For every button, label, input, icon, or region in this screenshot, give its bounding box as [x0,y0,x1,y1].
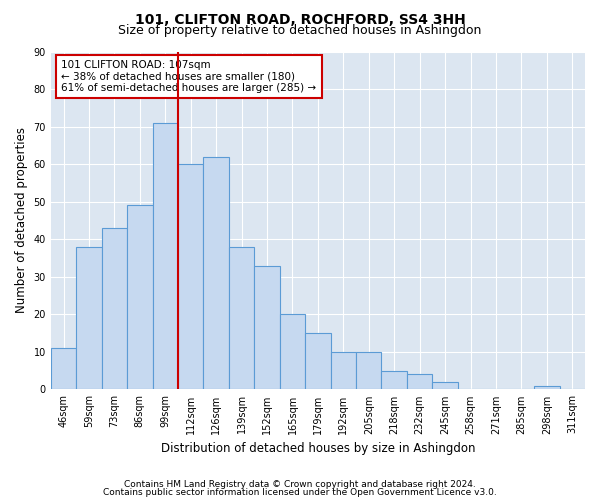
Bar [382,370,407,390]
Bar [407,374,433,390]
Bar [76,246,101,390]
Bar [280,314,305,390]
Text: Size of property relative to detached houses in Ashingdon: Size of property relative to detached ho… [118,24,482,37]
Text: Contains HM Land Registry data © Crown copyright and database right 2024.: Contains HM Land Registry data © Crown c… [124,480,476,489]
Bar [433,382,458,390]
Bar [51,348,76,390]
Bar [534,386,560,390]
Y-axis label: Number of detached properties: Number of detached properties [15,128,28,314]
Bar [254,266,280,390]
Bar [331,352,356,390]
Bar [229,246,254,390]
Bar [356,352,382,390]
Bar [101,228,127,390]
Bar [178,164,203,390]
Text: 101, CLIFTON ROAD, ROCHFORD, SS4 3HH: 101, CLIFTON ROAD, ROCHFORD, SS4 3HH [134,12,466,26]
Bar [203,156,229,390]
Bar [127,206,152,390]
Bar [152,123,178,390]
Text: 101 CLIFTON ROAD: 107sqm
← 38% of detached houses are smaller (180)
61% of semi-: 101 CLIFTON ROAD: 107sqm ← 38% of detach… [61,60,317,93]
Text: Contains public sector information licensed under the Open Government Licence v3: Contains public sector information licen… [103,488,497,497]
X-axis label: Distribution of detached houses by size in Ashingdon: Distribution of detached houses by size … [161,442,475,455]
Bar [305,333,331,390]
